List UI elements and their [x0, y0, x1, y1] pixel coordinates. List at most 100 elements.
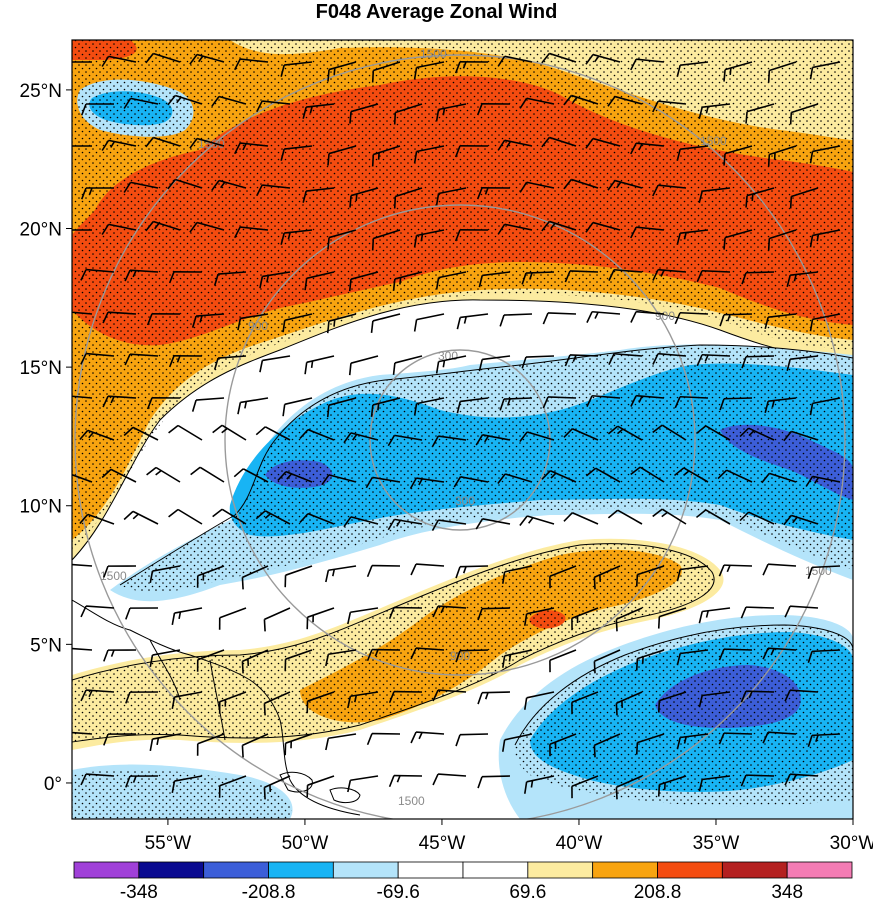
wind-barb — [586, 310, 621, 323]
northern-dotted-region — [72, 40, 853, 550]
wind-barb — [327, 145, 357, 166]
wind-barb — [171, 691, 203, 710]
wind-barb — [387, 518, 423, 531]
wind-barb — [146, 397, 181, 410]
wind-barb — [101, 55, 137, 67]
wind-barb — [783, 430, 819, 442]
wind-barb — [630, 310, 665, 323]
wind-barb — [196, 649, 225, 672]
wind-barb — [674, 395, 709, 409]
wind-barb — [652, 268, 687, 281]
wind-barb — [745, 187, 775, 208]
wind-barb — [635, 565, 665, 587]
wind-barb — [190, 466, 225, 483]
wind-barb — [519, 515, 555, 526]
wind-barb — [615, 691, 643, 716]
wind-barb — [168, 424, 203, 441]
wind-barb — [365, 476, 401, 489]
wind-barb — [499, 397, 533, 411]
wind-barb — [304, 355, 335, 375]
central-dotted-region — [120, 345, 853, 593]
colorbar-label: -208.8 — [242, 882, 296, 900]
wind-barb — [280, 229, 313, 245]
wind-barb — [263, 775, 291, 800]
wind-barb — [652, 100, 687, 113]
wind-barb — [761, 472, 797, 484]
wind-barb — [571, 775, 599, 799]
wind-barb — [348, 271, 379, 292]
wind-barb — [630, 142, 665, 155]
wind-barb — [676, 229, 709, 246]
wind-barb — [809, 313, 841, 332]
wind-barb — [348, 355, 379, 376]
colorbar-label: 69.6 — [509, 882, 546, 900]
wind-barb — [478, 355, 511, 372]
range-ring-1500 — [74, 54, 846, 819]
range-ring-900 — [224, 204, 696, 676]
wind-barb — [72, 647, 93, 651]
wind-barb — [371, 61, 401, 83]
southwest-patch-dots — [72, 769, 292, 819]
wind-barb — [256, 184, 291, 197]
wind-barb — [146, 466, 181, 483]
wind-barb — [740, 774, 775, 787]
wind-barb — [218, 607, 247, 630]
wind-barb — [282, 313, 313, 333]
coastline-border — [149, 639, 226, 741]
wind-barb — [124, 353, 159, 366]
wind-barb — [698, 775, 731, 792]
wind-barb — [255, 426, 291, 441]
wind-barb — [80, 352, 115, 365]
wind-barb — [145, 52, 181, 64]
wind-barb — [263, 691, 291, 716]
wind-barb — [541, 136, 577, 148]
wind-barb — [103, 649, 137, 662]
wind-barb — [256, 100, 291, 113]
wind-barb — [549, 649, 577, 673]
colorbar-swatch — [786, 861, 853, 879]
wind-barb — [723, 145, 753, 166]
wind-barb — [541, 220, 577, 232]
wind-barb — [410, 731, 445, 744]
wind-barb — [519, 97, 555, 109]
wind-barb — [739, 511, 775, 525]
wind-barb — [652, 184, 687, 197]
wind-barb — [431, 435, 467, 447]
wind-barb — [615, 775, 643, 800]
wind-barb — [306, 607, 335, 630]
southeastern-westerly-blob — [498, 615, 853, 819]
wind-barb — [149, 733, 181, 752]
lon-tick-label: 50°W — [282, 833, 329, 854]
wind-barb — [189, 53, 225, 65]
wind-barb — [563, 178, 599, 190]
wind-barb — [218, 691, 247, 714]
wind-barb — [502, 649, 533, 668]
lat-tick-label: 20°N — [20, 220, 62, 241]
colorbar-swatch — [462, 861, 529, 879]
lat-tick-label: 25°N — [20, 81, 62, 102]
wind-barb — [189, 137, 225, 149]
wind-barb — [366, 732, 401, 746]
wind-barb — [476, 103, 511, 116]
wind-barb — [72, 563, 93, 567]
wind-barb — [740, 606, 775, 619]
wind-barb — [343, 432, 379, 444]
wind-barb — [72, 145, 92, 147]
wind-barb — [455, 649, 489, 663]
wind-barb — [237, 397, 269, 415]
wind-barb — [607, 95, 643, 107]
wind-barb — [432, 773, 467, 786]
wind-barb — [410, 647, 445, 660]
wind-barb — [630, 58, 665, 71]
wind-barb — [79, 429, 115, 441]
wind-barb — [280, 61, 313, 77]
wind-barb — [475, 434, 511, 446]
wind-barb — [146, 313, 181, 326]
wind-barb — [213, 355, 247, 370]
wind-barb — [521, 271, 555, 285]
wind-barb — [171, 607, 203, 626]
wind-barb — [740, 690, 775, 703]
wind-barb — [80, 773, 115, 786]
wind-barb — [234, 58, 269, 71]
wind-barb — [80, 268, 115, 281]
